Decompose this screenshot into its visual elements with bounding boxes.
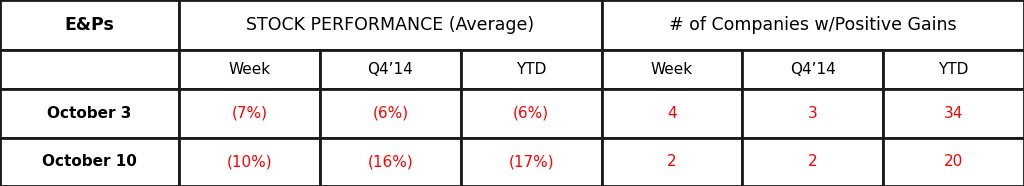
Text: October 10: October 10 [42, 154, 137, 169]
Text: Q4’14: Q4’14 [790, 62, 836, 77]
Text: Q4’14: Q4’14 [368, 62, 414, 77]
Bar [319, 50, 461, 89]
Bar [461, 50, 602, 89]
Bar [319, 89, 461, 138]
Bar [461, 89, 602, 138]
Text: 20: 20 [944, 154, 964, 169]
Text: 3: 3 [808, 106, 818, 121]
Text: (7%): (7%) [231, 106, 267, 121]
Text: (6%): (6%) [373, 106, 409, 121]
Text: October 3: October 3 [47, 106, 132, 121]
Bar [179, 138, 319, 186]
Text: (6%): (6%) [513, 106, 549, 121]
Text: YTD: YTD [516, 62, 547, 77]
Bar [0, 50, 179, 89]
Text: 34: 34 [944, 106, 964, 121]
Text: (16%): (16%) [368, 154, 414, 169]
Bar [742, 138, 883, 186]
Text: YTD: YTD [938, 62, 969, 77]
Text: E&Ps: E&Ps [65, 16, 115, 34]
Text: Week: Week [651, 62, 693, 77]
Bar [602, 0, 1024, 50]
Text: (10%): (10%) [226, 154, 272, 169]
Bar [179, 89, 319, 138]
Text: 2: 2 [808, 154, 817, 169]
Text: STOCK PERFORMANCE (Average): STOCK PERFORMANCE (Average) [247, 16, 535, 34]
Bar [0, 0, 179, 50]
Text: (17%): (17%) [508, 154, 554, 169]
Bar [602, 50, 742, 89]
Text: # of Companies w/Positive Gains: # of Companies w/Positive Gains [669, 16, 956, 34]
Bar [602, 89, 742, 138]
Bar [883, 138, 1024, 186]
Text: 2: 2 [668, 154, 677, 169]
Bar [602, 138, 742, 186]
Text: Week: Week [228, 62, 270, 77]
Bar [0, 138, 179, 186]
Bar [179, 50, 319, 89]
Bar [883, 50, 1024, 89]
Text: 4: 4 [668, 106, 677, 121]
Bar [0, 89, 179, 138]
Bar [883, 89, 1024, 138]
Bar [319, 138, 461, 186]
Bar [179, 0, 602, 50]
Bar [461, 138, 602, 186]
Bar [742, 89, 883, 138]
Bar [742, 50, 883, 89]
